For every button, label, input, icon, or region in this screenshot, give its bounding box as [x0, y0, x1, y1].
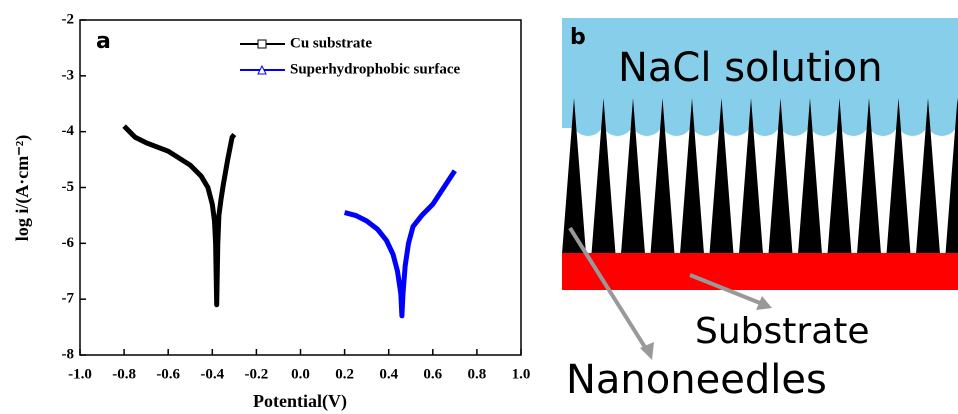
solution-drop: [601, 104, 634, 136]
needle: [916, 98, 940, 254]
solution-drop: [837, 104, 870, 136]
x-tick-label: -1.0: [68, 366, 92, 382]
needle: [709, 98, 734, 254]
x-tick-label: 0.6: [423, 366, 442, 382]
arrow: [689, 273, 761, 305]
needle: [827, 98, 852, 254]
solution-label: NaCl solution: [618, 45, 883, 91]
legend-label: Cu substrate: [290, 35, 372, 51]
arrow-head: [640, 342, 654, 360]
x-tick-label: -0.2: [245, 366, 269, 382]
y-tick-label: -4: [62, 123, 75, 139]
x-tick-label: -0.8: [112, 366, 136, 382]
x-tick-label: -0.4: [200, 366, 224, 382]
legend-label: Superhydrophobic surface: [290, 61, 461, 77]
y-tick-label: -2: [62, 11, 75, 27]
solution-drop: [778, 104, 811, 136]
arrow-head: [756, 296, 772, 310]
x-tick-label: 1.0: [512, 366, 531, 382]
x-tick-label: 0.4: [379, 366, 398, 382]
x-tick-label: 0.8: [468, 366, 487, 382]
needle: [591, 98, 616, 254]
series-line: [122, 124, 237, 308]
needle: [857, 98, 881, 254]
solution-drop: [631, 104, 663, 136]
series-line: [343, 169, 457, 319]
y-tick-label: -6: [62, 235, 75, 251]
solution-drop: [690, 104, 722, 136]
legend-marker: [257, 39, 267, 49]
y-tick-label: -8: [62, 346, 75, 362]
needle: [562, 98, 586, 254]
needle: [739, 98, 763, 254]
arrow: [568, 226, 650, 354]
panel-label: a: [96, 29, 111, 54]
needle: [945, 98, 958, 254]
legend-marker: [257, 64, 267, 75]
substrate: [562, 253, 958, 290]
y-tick-label: -7: [62, 291, 75, 307]
panel-label: b: [570, 25, 586, 50]
needle: [680, 98, 704, 254]
solution-drop: [896, 104, 929, 136]
y-tick-label: -5: [62, 179, 75, 195]
x-tick-label: -0.6: [156, 366, 180, 382]
needle: [886, 98, 911, 254]
y-tick-label: -3: [62, 67, 75, 83]
x-tick-label: 0.0: [291, 366, 310, 382]
solution-drop: [867, 104, 899, 136]
solution-drop: [572, 104, 604, 136]
needle: [621, 98, 645, 254]
x-axis-label: Potential(V): [253, 391, 347, 412]
solution-drop: [660, 104, 693, 136]
y-axis-label: log i/(A·cm⁻²): [12, 135, 33, 241]
needle: [650, 98, 675, 254]
solution-drop: [808, 104, 840, 136]
solution-drop: [926, 104, 958, 136]
x-tick-label: 0.2: [335, 366, 354, 382]
solution-drop: [749, 104, 781, 136]
needles-label: Nanoneedles: [566, 357, 827, 403]
solution-drop: [719, 104, 752, 136]
diagram: [562, 18, 958, 360]
needle: [768, 98, 793, 254]
substrate-label: Substrate: [695, 311, 870, 352]
needle: [798, 98, 822, 254]
